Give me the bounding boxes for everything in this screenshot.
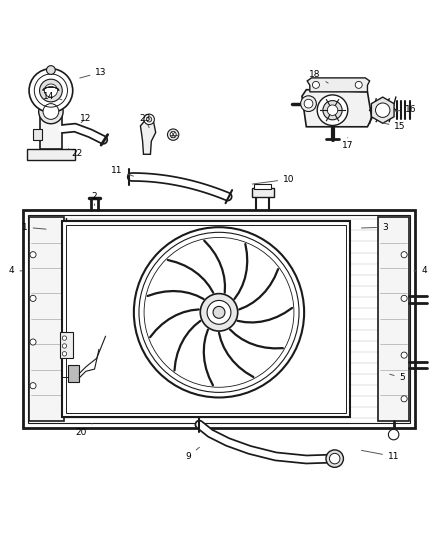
Polygon shape (27, 149, 75, 159)
Circle shape (326, 450, 343, 467)
Circle shape (401, 295, 407, 302)
Circle shape (30, 383, 36, 389)
Bar (378, 217, 410, 421)
Circle shape (312, 82, 319, 88)
Circle shape (304, 99, 313, 108)
Circle shape (30, 252, 36, 258)
Text: 10: 10 (252, 175, 295, 184)
Text: 18: 18 (309, 70, 328, 83)
Text: 17: 17 (342, 138, 353, 150)
Circle shape (46, 66, 55, 75)
Polygon shape (307, 78, 370, 92)
Text: 4: 4 (9, 266, 22, 276)
Text: 12: 12 (80, 114, 92, 123)
Text: 22: 22 (68, 149, 83, 158)
Text: 20: 20 (76, 424, 92, 437)
Text: 13: 13 (80, 68, 107, 78)
Circle shape (200, 294, 238, 331)
Text: 16: 16 (394, 105, 417, 114)
Bar (68, 365, 79, 382)
Bar (22, 210, 416, 428)
Circle shape (375, 103, 390, 117)
Polygon shape (371, 97, 394, 123)
Circle shape (62, 352, 67, 356)
Circle shape (62, 344, 67, 348)
Circle shape (317, 95, 348, 125)
Text: 5: 5 (390, 373, 405, 382)
Bar (40, 111, 62, 149)
Circle shape (167, 129, 179, 140)
Text: 9: 9 (186, 447, 199, 461)
Circle shape (170, 132, 176, 138)
Bar (254, 183, 272, 189)
Circle shape (389, 430, 399, 440)
Bar (60, 332, 73, 358)
Circle shape (30, 339, 36, 345)
Circle shape (329, 454, 340, 464)
Circle shape (401, 395, 407, 402)
Text: 14: 14 (43, 92, 62, 101)
Text: 1: 1 (22, 223, 46, 232)
Circle shape (39, 99, 63, 124)
Bar (62, 221, 350, 417)
Circle shape (39, 79, 62, 102)
Text: 11: 11 (361, 450, 399, 461)
Text: 3: 3 (361, 223, 388, 232)
Circle shape (401, 352, 407, 358)
Bar (28, 215, 410, 423)
Bar (252, 188, 274, 197)
Bar (28, 217, 64, 421)
Circle shape (300, 96, 316, 111)
Polygon shape (141, 119, 155, 154)
Text: 4: 4 (414, 266, 427, 276)
Circle shape (355, 82, 362, 88)
Bar (66, 225, 346, 413)
Circle shape (43, 103, 59, 119)
Circle shape (144, 114, 154, 125)
Circle shape (327, 105, 338, 116)
Bar (33, 129, 42, 140)
Circle shape (30, 295, 36, 302)
Circle shape (29, 69, 73, 112)
Circle shape (44, 84, 57, 97)
Polygon shape (302, 90, 372, 127)
Text: 23: 23 (139, 114, 151, 128)
Text: 2: 2 (92, 192, 97, 205)
Text: 15: 15 (383, 122, 406, 131)
Circle shape (147, 117, 152, 122)
Circle shape (207, 301, 231, 324)
Circle shape (62, 336, 67, 340)
Circle shape (134, 227, 304, 398)
Text: 11: 11 (111, 166, 134, 176)
Circle shape (213, 306, 225, 318)
Circle shape (401, 252, 407, 258)
Circle shape (323, 101, 342, 120)
